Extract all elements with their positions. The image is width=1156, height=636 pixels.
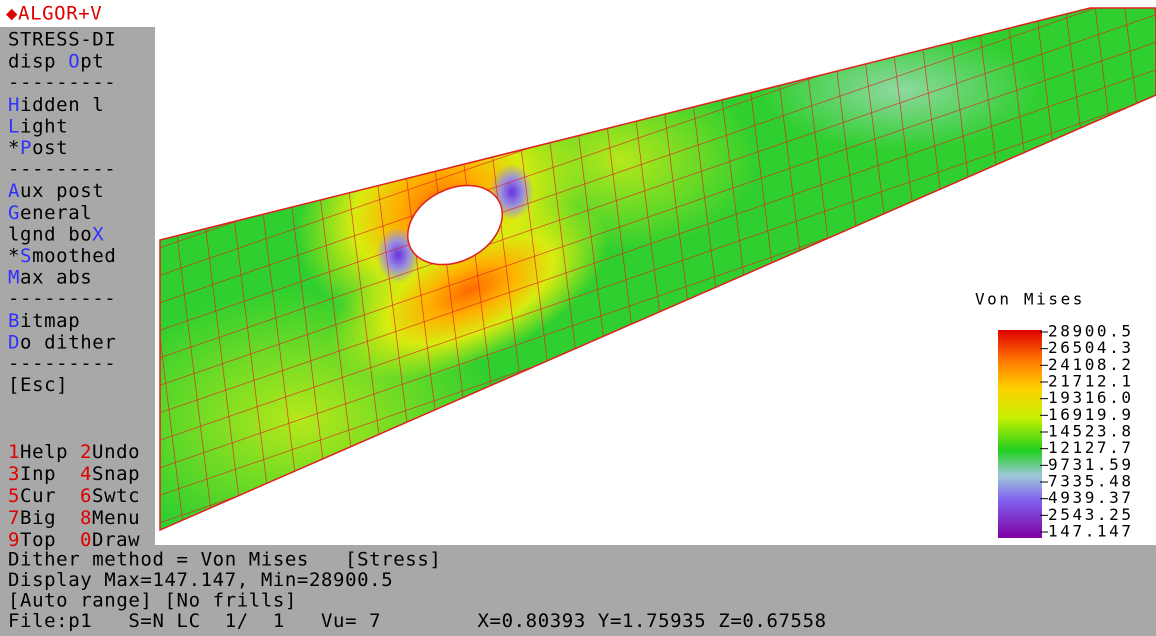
function-key-number: 0 <box>80 529 92 551</box>
function-key[interactable]: 6Swtc <box>80 485 140 507</box>
menu-text: ax abs <box>20 266 92 288</box>
menu-text: * <box>8 245 20 267</box>
function-key-label: Cur <box>20 485 56 507</box>
app-title: ◆ALGOR+V <box>6 3 102 25</box>
menu-hotkey: P <box>20 137 32 159</box>
menu-hotkey: S <box>20 245 32 267</box>
function-key[interactable]: 2Undo <box>80 441 140 463</box>
menu-text: lgnd bo <box>8 223 92 245</box>
menu-item: STRESS-DI <box>8 29 116 51</box>
function-key-number: 5 <box>8 485 20 507</box>
menu-item: --------- <box>8 72 116 94</box>
menu-text: ight <box>20 115 68 137</box>
function-key-number: 7 <box>8 507 20 529</box>
function-key[interactable]: 9Top <box>8 529 56 551</box>
menu-hotkey: D <box>8 331 20 353</box>
menu-item[interactable]: Hidden l <box>8 93 104 115</box>
function-key-label: Help <box>20 441 68 463</box>
menu-item: --------- <box>8 288 116 310</box>
function-key[interactable]: 5Cur <box>8 485 56 507</box>
function-key-number: 2 <box>80 441 92 463</box>
function-key-label: Snap <box>92 463 140 485</box>
function-key-label: Swtc <box>92 485 140 507</box>
menu-item[interactable]: Light <box>8 115 68 137</box>
menu-text: disp <box>8 50 68 72</box>
function-key-label: Top <box>20 529 56 551</box>
legend-label: 147.147 <box>1048 522 1134 541</box>
menu-hotkey: G <box>8 201 20 223</box>
menu-text: ux post <box>20 180 104 202</box>
menu-item[interactable]: General <box>8 201 92 223</box>
page: ◆ALGOR+V Von Mises STRESS-DIdisp Opt----… <box>0 0 1156 636</box>
menu-hotkey: O <box>68 50 80 72</box>
function-key-number: 4 <box>80 463 92 485</box>
menu-item[interactable]: disp Opt <box>8 50 104 72</box>
function-key[interactable]: 1Help <box>8 441 68 463</box>
menu-hotkey: L <box>8 115 20 137</box>
menu-item[interactable]: Do dither <box>8 331 116 353</box>
menu-item: --------- <box>8 353 116 375</box>
status-line: [Auto range] [No frills] <box>8 590 297 612</box>
menu-text: * <box>8 137 20 159</box>
menu-item[interactable]: Max abs <box>8 266 92 288</box>
menu-hotkey: A <box>8 180 20 202</box>
menu-item[interactable]: Aux post <box>8 180 104 202</box>
function-key[interactable]: 3Inp <box>8 463 56 485</box>
menu-hotkey: M <box>8 266 20 288</box>
function-key[interactable]: 0Draw <box>80 529 140 551</box>
function-key-number: 3 <box>8 463 20 485</box>
function-key[interactable]: 8Menu <box>80 507 140 529</box>
menu-hotkey: B <box>8 309 20 331</box>
menu-item[interactable]: *Post <box>8 137 68 159</box>
menu-text: o dither <box>20 331 116 353</box>
function-key-label: Big <box>20 507 56 529</box>
function-key-label: Inp <box>20 463 56 485</box>
menu-text: moothed <box>32 245 116 267</box>
menu-text: eneral <box>20 201 92 223</box>
status-line: File:p1 S=N LC 1/ 1 Vu= 7 X=0.80393 Y=1.… <box>8 610 827 632</box>
menu-item[interactable]: lgnd boX <box>8 223 104 245</box>
function-key-number: 1 <box>8 441 20 463</box>
function-key-label: Menu <box>92 507 140 529</box>
menu-item: [Esc] <box>8 374 68 396</box>
status-line: Display Max=147.147, Min=28900.5 <box>8 569 393 591</box>
function-key-label: Undo <box>92 441 140 463</box>
menu-text: ost <box>32 137 68 159</box>
menu-item[interactable]: Bitmap <box>8 309 80 331</box>
menu-text: itmap <box>20 309 80 331</box>
menu-text: pt <box>80 50 104 72</box>
legend-color-bar <box>998 330 1042 538</box>
screen: ◆ALGOR+V Von Mises STRESS-DIdisp Opt----… <box>0 0 1156 636</box>
function-key-number: 6 <box>80 485 92 507</box>
function-key-label: Draw <box>92 529 140 551</box>
status-line: Dither method = Von Mises [Stress] <box>8 549 441 571</box>
menu-item: --------- <box>8 158 116 180</box>
menu-hotkey: H <box>8 93 20 115</box>
function-key-number: 9 <box>8 529 20 551</box>
legend-title: Von Mises <box>975 290 1085 309</box>
menu-item[interactable]: *Smoothed <box>8 245 116 267</box>
function-key[interactable]: 7Big <box>8 507 56 529</box>
function-key-number: 8 <box>80 507 92 529</box>
function-key[interactable]: 4Snap <box>80 463 140 485</box>
menu-text: idden l <box>20 93 104 115</box>
menu-hotkey: X <box>92 223 104 245</box>
